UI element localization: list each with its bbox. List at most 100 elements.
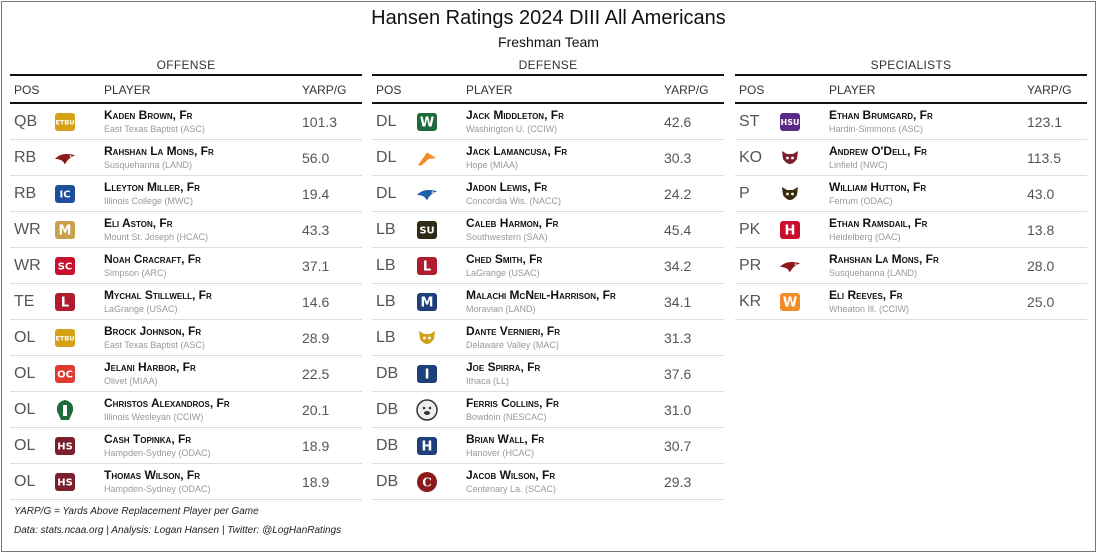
player-name: Ferris Collins, Fr bbox=[466, 396, 559, 410]
illinois-college-logo-icon: IC bbox=[54, 183, 76, 205]
page-subtitle: Freshman Team bbox=[498, 34, 599, 50]
player-name: Kaden Brown, Fr bbox=[104, 108, 193, 122]
svg-text:W: W bbox=[783, 296, 797, 311]
svg-text:OC: OC bbox=[57, 370, 73, 381]
column-header-row: POS PLAYER YARP/G bbox=[10, 76, 362, 104]
player-row: LB SU Caleb Harmon, Fr Southwestern (SAA… bbox=[372, 212, 724, 248]
wheaton-logo-icon: W bbox=[779, 291, 801, 313]
hampden-sydney-logo-icon: HS bbox=[54, 435, 76, 457]
section-defense: DEFENSE POS PLAYER YARP/G DL W Jack Midd… bbox=[372, 57, 724, 500]
yarp-value: 28.9 bbox=[302, 330, 330, 346]
yarp-value: 14.6 bbox=[302, 294, 330, 310]
heidelberg-logo-icon: H bbox=[779, 219, 801, 241]
player-row: RB Rahshan La Mons, Fr Susquehanna (LAND… bbox=[10, 140, 362, 176]
etbu-logo-icon: ETBU bbox=[54, 327, 76, 349]
player-school: Illinois College (MWC) bbox=[104, 196, 194, 206]
column-header-row: POS PLAYER YARP/G bbox=[372, 76, 724, 104]
yarp-value: 113.5 bbox=[1027, 150, 1061, 166]
player-school: Ferrum (ODAC) bbox=[829, 196, 893, 206]
svg-text:SU: SU bbox=[419, 226, 434, 237]
svg-text:SC: SC bbox=[58, 262, 73, 273]
player-name: Caleb Harmon, Fr bbox=[466, 216, 559, 230]
player-name: Noah Cracraft, Fr bbox=[104, 252, 201, 266]
player-name: Ched Smith, Fr bbox=[466, 252, 543, 266]
player-school: Susquehanna (LAND) bbox=[829, 268, 918, 278]
player-name: Ethan Brumgard, Fr bbox=[829, 108, 933, 122]
yarp-value: 18.9 bbox=[302, 438, 330, 454]
section-specialists: SPECIALISTS POS PLAYER YARP/G ST HSU Eth… bbox=[735, 57, 1087, 320]
player-name: Rahshan La Mons, Fr bbox=[104, 144, 214, 158]
player-row: DL Jack Lamancusa, Fr Hope (MIAA) 30.3 bbox=[372, 140, 724, 176]
svg-text:H: H bbox=[422, 440, 433, 455]
position: OL bbox=[14, 329, 36, 346]
yarp-value: 43.3 bbox=[302, 222, 330, 238]
section-label: OFFENSE bbox=[10, 57, 362, 76]
washu-logo-icon: W bbox=[416, 111, 438, 133]
player-row: OL HS Cash Topinka, Fr Hampden-Sydney (O… bbox=[10, 428, 362, 464]
yarp-value: 123.1 bbox=[1027, 114, 1063, 130]
yarp-value: 56.0 bbox=[302, 150, 330, 166]
susquehanna-hawk-logo-icon bbox=[54, 147, 76, 169]
player-name: Mychal Stillwell, Fr bbox=[104, 288, 212, 302]
svg-text:IC: IC bbox=[59, 190, 70, 201]
yarp-value: 30.7 bbox=[664, 438, 692, 454]
yarp-value: 37.1 bbox=[302, 258, 330, 274]
position: KO bbox=[739, 149, 763, 166]
position: ST bbox=[739, 113, 760, 130]
player-row: DL W Jack Middleton, Fr Washington U. (C… bbox=[372, 104, 724, 140]
player-school: LaGrange (USAC) bbox=[104, 304, 178, 314]
yarp-value: 28.0 bbox=[1027, 258, 1055, 274]
player-name: Christos Alexandros, Fr bbox=[104, 396, 230, 410]
player-name: Lleyton Miller, Fr bbox=[104, 180, 200, 194]
player-row: OL HS Thomas Wilson, Fr Hampden-Sydney (… bbox=[10, 464, 362, 500]
player-school: Illinois Wesleyan (CCIW) bbox=[104, 412, 204, 422]
position: DB bbox=[376, 365, 399, 382]
position: OL bbox=[14, 437, 36, 454]
position: DL bbox=[376, 149, 397, 166]
player-school: LaGrange (USAC) bbox=[466, 268, 540, 278]
player-name: Ethan Ramsdail, Fr bbox=[829, 216, 928, 230]
player-school: East Texas Baptist (ASC) bbox=[104, 340, 205, 350]
player-row: LB L Ched Smith, Fr LaGrange (USAC) 34.2 bbox=[372, 248, 724, 284]
yarp-value: 45.4 bbox=[664, 222, 692, 238]
player-school: Washington U. (CCIW) bbox=[466, 124, 558, 134]
player-row: DB H Brian Wall, Fr Hanover (HCAC) 30.7 bbox=[372, 428, 724, 464]
player-school: Heidelberg (OAC) bbox=[829, 232, 901, 242]
player-name: Eli Aston, Fr bbox=[104, 216, 173, 230]
yarp-value: 34.1 bbox=[664, 294, 692, 310]
centenary-logo-icon: C bbox=[416, 471, 438, 493]
player-name: Brian Wall, Fr bbox=[466, 432, 545, 446]
player-school: Mount St. Joseph (HCAC) bbox=[104, 232, 209, 242]
hope-logo-icon bbox=[416, 147, 438, 169]
yarp-value: 13.8 bbox=[1027, 222, 1055, 238]
position: DB bbox=[376, 401, 399, 418]
player-school: Linfield (NWC) bbox=[829, 160, 888, 170]
lagrange-logo-icon: L bbox=[416, 255, 438, 277]
player-name: Malachi McNeil-Harrison, Fr bbox=[466, 288, 616, 302]
delaware-valley-ram-logo-icon bbox=[416, 327, 438, 349]
svg-text:W: W bbox=[420, 116, 434, 131]
pos-header: POS bbox=[376, 83, 402, 97]
yarp-value: 25.0 bbox=[1027, 294, 1055, 310]
position: OL bbox=[14, 365, 36, 382]
section-label: SPECIALISTS bbox=[735, 57, 1087, 76]
player-school: Hope (MIAA) bbox=[466, 160, 519, 170]
svg-text:HS: HS bbox=[57, 442, 73, 453]
player-row: OL Christos Alexandros, Fr Illinois Wesl… bbox=[10, 392, 362, 428]
position: DL bbox=[376, 185, 397, 202]
svg-text:ETBU: ETBU bbox=[55, 118, 74, 126]
player-name: Andrew O'Dell, Fr bbox=[829, 144, 927, 158]
player-row: P William Hutton, Fr Ferrum (ODAC) 43.0 bbox=[735, 176, 1087, 212]
player-school: Southwestern (SAA) bbox=[466, 232, 548, 242]
position: DB bbox=[376, 473, 399, 490]
ferrum-panther-logo-icon bbox=[779, 183, 801, 205]
svg-text:L: L bbox=[423, 260, 431, 275]
yarp-value: 30.3 bbox=[664, 150, 692, 166]
player-name: Joe Spirra, Fr bbox=[466, 360, 541, 374]
player-name: Thomas Wilson, Fr bbox=[104, 468, 200, 482]
svg-text:M: M bbox=[59, 224, 72, 239]
player-name: Brock Johnson, Fr bbox=[104, 324, 202, 338]
player-name: William Hutton, Fr bbox=[829, 180, 927, 194]
player-name: Jelani Harbor, Fr bbox=[104, 360, 196, 374]
